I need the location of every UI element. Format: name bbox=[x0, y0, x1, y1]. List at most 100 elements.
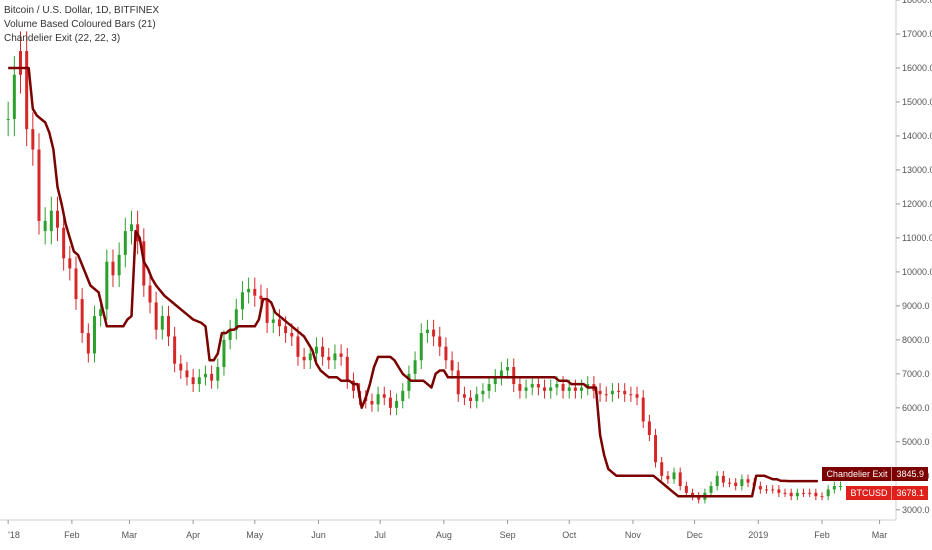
price-bar bbox=[333, 353, 337, 361]
price-bar bbox=[814, 492, 818, 497]
chart-legend: Bitcoin / U.S. Dollar, 1D, BITFINEX Volu… bbox=[4, 4, 159, 46]
price-bar bbox=[765, 489, 769, 491]
exit-tag-value: 3845.9 bbox=[891, 467, 928, 481]
x-tick-label: Aug bbox=[436, 530, 452, 540]
price-bar bbox=[240, 292, 244, 310]
price-bar bbox=[49, 210, 53, 232]
price-axis: 3000.04000.05000.06000.07000.08000.09000… bbox=[896, 0, 932, 515]
symbol-title: Bitcoin / U.S. Dollar, 1D, BITFINEX bbox=[4, 5, 160, 16]
price-bar bbox=[351, 380, 355, 391]
price-bar bbox=[302, 356, 306, 361]
y-tick-label: 10000.0 bbox=[902, 267, 932, 277]
price-bar bbox=[370, 401, 374, 405]
price-bar bbox=[758, 486, 762, 490]
price-bar bbox=[660, 462, 664, 476]
price-bar bbox=[697, 496, 701, 500]
price-bar bbox=[259, 295, 263, 300]
price-bar bbox=[783, 492, 787, 494]
y-tick-label: 3000.0 bbox=[902, 505, 930, 515]
price-bar bbox=[777, 489, 781, 493]
price-bar bbox=[382, 394, 386, 398]
x-tick-label: Nov bbox=[625, 530, 642, 540]
price-bar bbox=[166, 316, 170, 337]
x-tick-label: Jun bbox=[311, 530, 326, 540]
indicator-chandelier-exit[interactable]: Chandelier Exit (22, 22, 3) bbox=[4, 33, 121, 44]
price-bar bbox=[154, 302, 158, 330]
price-bar bbox=[290, 333, 294, 337]
price-bar bbox=[203, 373, 207, 378]
price-bar bbox=[456, 370, 460, 395]
price-bar bbox=[506, 367, 510, 371]
price-bar bbox=[92, 316, 96, 354]
price-bar bbox=[86, 333, 90, 354]
price-bar bbox=[623, 390, 627, 395]
indicator-volume-bars[interactable]: Volume Based Coloured Bars (21) bbox=[4, 19, 156, 30]
price-bar bbox=[55, 210, 59, 228]
price-bar bbox=[617, 390, 621, 392]
price-bar bbox=[820, 496, 824, 498]
price-bar bbox=[543, 387, 547, 391]
price-bar bbox=[413, 360, 417, 374]
price-bar bbox=[666, 475, 670, 480]
price-bar bbox=[598, 390, 602, 395]
x-tick-label: '18 bbox=[8, 530, 20, 540]
x-tick-label: Dec bbox=[687, 530, 704, 540]
price-bar bbox=[832, 486, 836, 490]
price-bar bbox=[444, 346, 448, 361]
price-bar bbox=[629, 394, 633, 396]
price-bar bbox=[481, 390, 485, 395]
x-tick-label: Mar bbox=[872, 530, 888, 540]
y-tick-label: 18000.0 bbox=[902, 0, 932, 5]
price-bar bbox=[641, 397, 645, 422]
price-bar bbox=[284, 326, 288, 334]
price-bar bbox=[740, 479, 744, 487]
price-bar bbox=[308, 353, 312, 361]
chandelier-exit-line bbox=[8, 66, 818, 498]
price-bar bbox=[586, 384, 590, 388]
price-bar bbox=[771, 489, 775, 491]
price-bar bbox=[148, 285, 152, 303]
price-bar bbox=[567, 387, 571, 391]
price-bar bbox=[99, 309, 103, 317]
price-bar bbox=[80, 299, 84, 334]
price-bar bbox=[18, 50, 22, 75]
price-bar bbox=[191, 377, 195, 385]
price-bar bbox=[462, 394, 466, 398]
price-bar bbox=[271, 319, 275, 323]
x-tick-label: Feb bbox=[64, 530, 80, 540]
price-bar bbox=[31, 129, 35, 150]
y-tick-label: 7000.0 bbox=[902, 369, 930, 379]
price-bar bbox=[808, 492, 812, 494]
price-bar bbox=[709, 486, 713, 493]
price-bar bbox=[117, 254, 121, 276]
y-tick-label: 12000.0 bbox=[902, 199, 932, 209]
price-bar bbox=[604, 394, 608, 396]
price-bar bbox=[789, 492, 793, 497]
price-bar bbox=[549, 387, 553, 391]
x-tick-label: 2019 bbox=[748, 530, 768, 540]
price-bar bbox=[826, 489, 830, 497]
price-bar bbox=[228, 329, 232, 340]
price-bar bbox=[647, 421, 651, 436]
price-bar bbox=[12, 74, 16, 119]
price-tag-value: 3678.1 bbox=[891, 486, 928, 500]
price-bar bbox=[493, 377, 497, 385]
btcusd-price-tag: BTCUSD 3678.1 bbox=[846, 486, 928, 500]
chandelier-exit-tag: Chandelier Exit 3845.9 bbox=[822, 467, 928, 481]
price-bar bbox=[407, 373, 411, 391]
price-bar bbox=[265, 299, 269, 323]
price-bar bbox=[179, 363, 183, 371]
price-bar bbox=[432, 329, 436, 337]
x-tick-label: Oct bbox=[562, 530, 577, 540]
price-bar bbox=[401, 390, 405, 402]
y-tick-label: 11000.0 bbox=[902, 233, 932, 243]
price-bar bbox=[672, 472, 676, 480]
x-tick-label: Sep bbox=[500, 530, 516, 540]
price-bar bbox=[573, 387, 577, 391]
price-bar bbox=[222, 339, 226, 368]
price-bar bbox=[610, 390, 614, 395]
price-bar bbox=[111, 261, 115, 276]
price-bar bbox=[512, 367, 516, 385]
